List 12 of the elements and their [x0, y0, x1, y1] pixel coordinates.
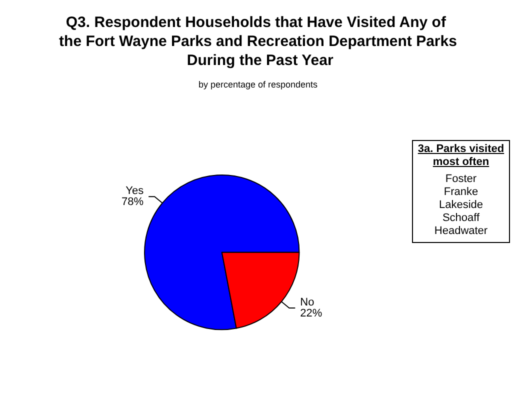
text: Lakeside	[438, 199, 484, 212]
text: Franke	[442, 186, 480, 199]
text: Headwater	[433, 225, 489, 238]
text: Schoaff	[441, 212, 481, 225]
chart-subtitle: by percentage of respondents	[198, 80, 318, 90]
data-label: 78%	[122, 196, 144, 208]
chart-title: Q3. Respondent Households that Have Visited Any of the Fort Wayne Parks and Recreation Department Parks During the Past Year	[59, 14, 457, 69]
text: Foster	[444, 173, 478, 186]
slice-label: Yes	[126, 185, 144, 198]
data-label: 22%	[300, 308, 322, 320]
text: 3a. Parks visited most often	[416, 143, 506, 169]
slice-label: No	[300, 296, 314, 309]
